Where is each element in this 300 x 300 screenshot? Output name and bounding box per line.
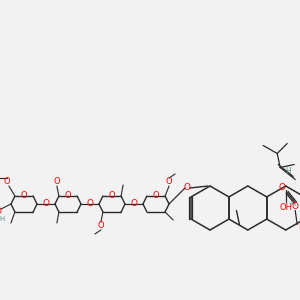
- Text: O: O: [109, 190, 115, 200]
- Text: O: O: [65, 190, 71, 200]
- Text: H: H: [0, 216, 4, 222]
- Text: O: O: [184, 184, 190, 193]
- Text: H: H: [285, 167, 291, 176]
- Text: O: O: [98, 221, 104, 230]
- Text: O: O: [130, 200, 137, 208]
- Text: O: O: [86, 200, 94, 208]
- Text: OH: OH: [279, 202, 292, 211]
- Text: O: O: [292, 202, 299, 211]
- Text: O: O: [279, 183, 286, 192]
- Text: O: O: [153, 190, 159, 200]
- Text: O: O: [166, 178, 172, 187]
- Text: H: H: [290, 201, 295, 207]
- Text: O: O: [43, 200, 50, 208]
- Text: HO: HO: [298, 224, 300, 232]
- Text: O: O: [54, 178, 60, 187]
- Text: HO: HO: [0, 208, 2, 217]
- Text: O: O: [4, 178, 10, 187]
- Text: O: O: [21, 190, 27, 200]
